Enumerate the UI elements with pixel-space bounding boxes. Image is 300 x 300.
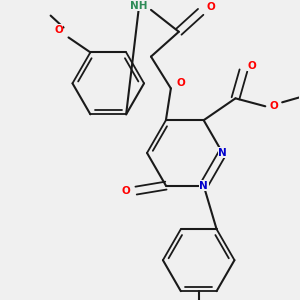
Text: O: O (54, 25, 63, 34)
Text: O: O (270, 101, 279, 111)
Text: N: N (218, 148, 227, 158)
Text: N: N (199, 181, 208, 190)
Text: O: O (122, 186, 130, 196)
Text: O: O (206, 2, 215, 12)
Text: O: O (176, 78, 185, 88)
Text: NH: NH (130, 1, 148, 11)
Text: O: O (248, 61, 257, 70)
